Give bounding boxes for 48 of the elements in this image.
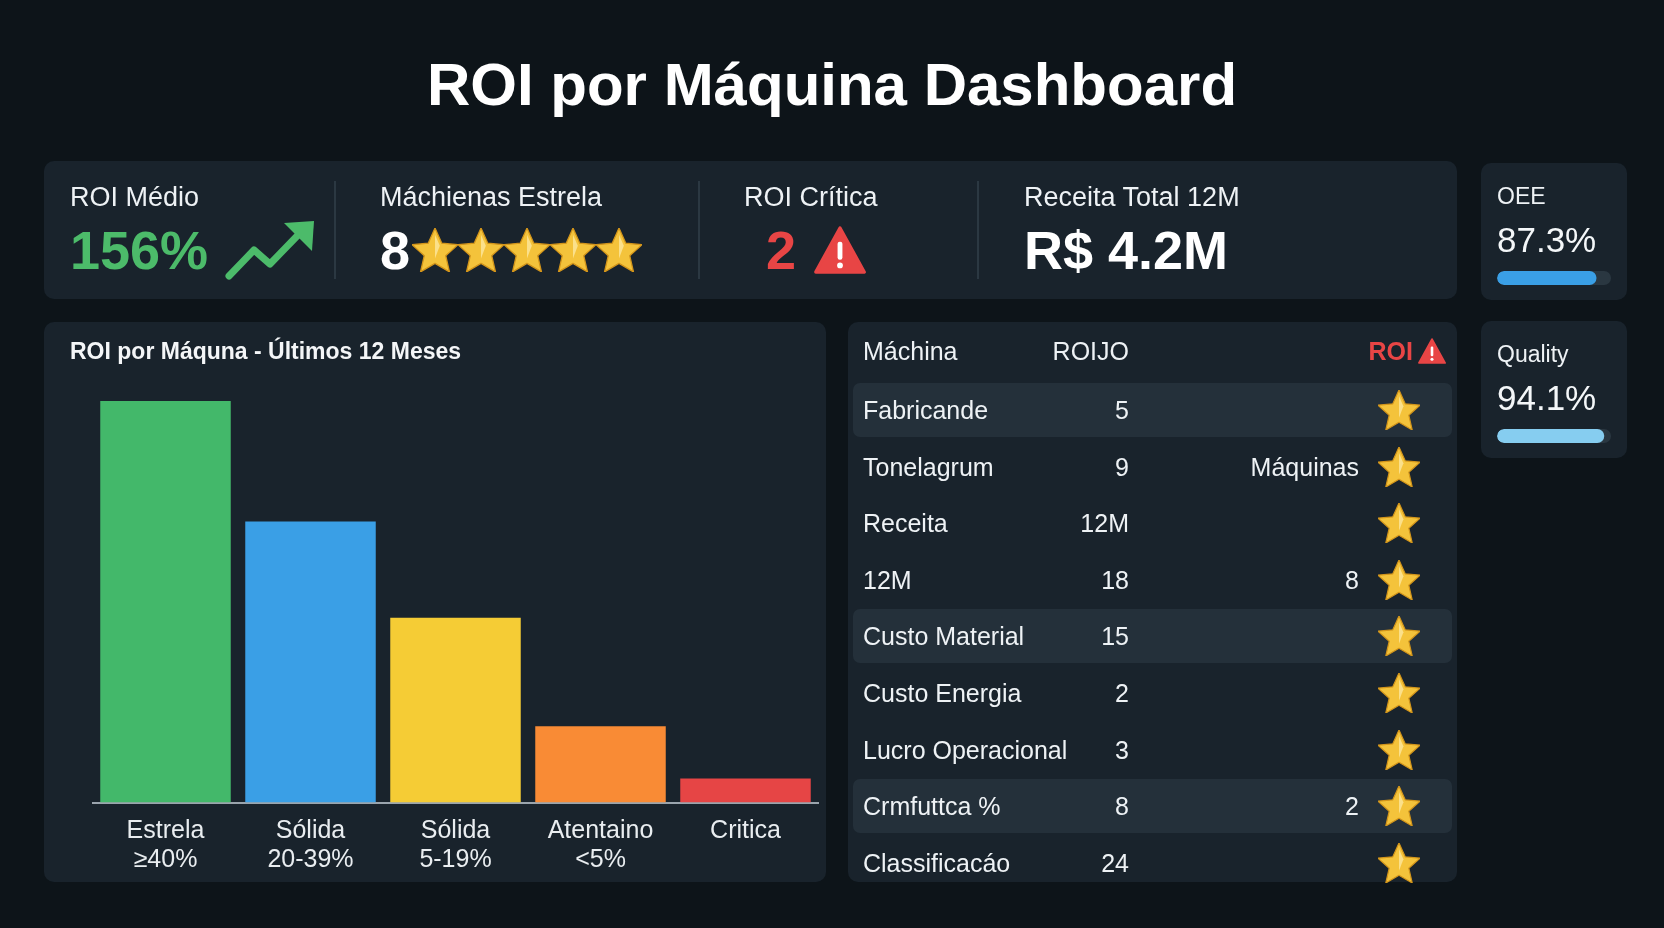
text: Quality [1497, 340, 1569, 368]
text: 2 [1115, 679, 1129, 707]
bar [390, 617, 521, 803]
category-label: ROIJO [1052, 336, 1129, 366]
text: ROI por Máquina Dashboard [425, 50, 1239, 120]
text: 15 [1101, 622, 1129, 651]
text: 8 [1345, 565, 1359, 594]
category-label: Tonelagrum [863, 452, 994, 481]
chart-title: ROI por Máquna - Últimos 12 Meses [70, 336, 462, 366]
category-label: Custo Material [863, 622, 1025, 651]
x-tick-label: Sólida 20-39% [267, 814, 354, 872]
text: 156% [70, 220, 209, 280]
text: R$ 4.2M [1024, 220, 1229, 280]
text: Máquinas [1250, 452, 1359, 481]
category-label: ROI [1368, 336, 1413, 366]
x-tick-label: Estrela ≥40% [126, 814, 205, 872]
text: 12M [1080, 509, 1129, 538]
category-label: ROI Crítica [744, 182, 878, 212]
category-label: Fabricande [863, 396, 989, 424]
text: 24 [1101, 848, 1129, 877]
x-tick-label: Critica [710, 814, 782, 843]
text: 5 [1115, 396, 1129, 424]
text: Máchina [863, 336, 958, 366]
category-label: Receita [863, 509, 948, 538]
category-label: ROI Médio [70, 182, 200, 212]
bar [245, 521, 376, 803]
data-label: 87.3% [1497, 220, 1597, 260]
category-label: Classificacáo [863, 848, 1011, 877]
category-label: Máchienas Estrela [380, 182, 603, 212]
text: 9 [1115, 452, 1129, 481]
category-label: Receita Total 12M [1024, 182, 1240, 212]
category-label: 12M [863, 565, 912, 594]
text: OEE [1497, 182, 1546, 210]
text: 3 [1115, 735, 1129, 764]
x-tick-label: Sólida 5-19% [419, 814, 492, 872]
category-label: Crmfuttca % [863, 792, 1001, 821]
bar [535, 726, 666, 803]
text: 8 [380, 220, 411, 280]
bar [100, 401, 231, 803]
text: 2 [1345, 792, 1359, 821]
category-label: Lucro Operacional [863, 735, 1068, 764]
x-tick-label: Atentaino <5% [547, 814, 654, 872]
text: 2 [766, 220, 797, 280]
text: 8 [1115, 792, 1129, 821]
category-label: Custo Energia [863, 679, 1022, 707]
data-label: 94.1% [1497, 378, 1597, 418]
bar [680, 778, 811, 803]
text: 18 [1101, 565, 1129, 594]
